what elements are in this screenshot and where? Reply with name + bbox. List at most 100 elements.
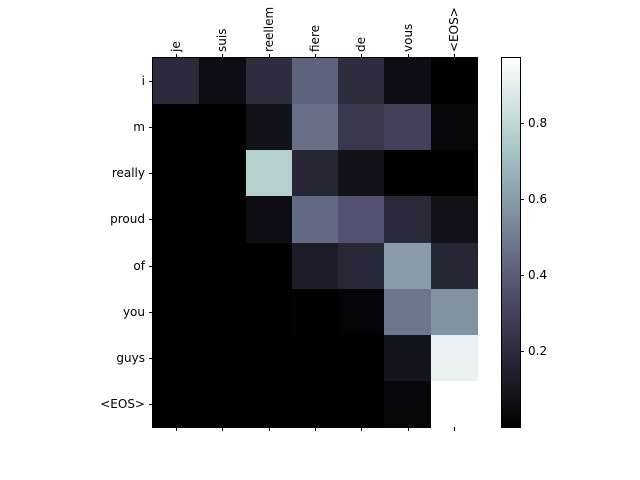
heatmap-cell — [430, 288, 478, 336]
heatmap-cell — [291, 380, 339, 428]
y-tick-mark — [149, 127, 153, 128]
x-tick-mark — [361, 427, 362, 431]
y-tick-label: i — [141, 74, 145, 88]
y-tick-mark — [149, 219, 153, 220]
heatmap-cell — [338, 58, 386, 105]
heatmap-cell — [153, 196, 200, 244]
heatmap-cell — [384, 242, 432, 290]
colorbar-tick-label: 0.6 — [528, 192, 548, 206]
x-tick-mark — [454, 427, 455, 431]
heatmap-cell — [430, 58, 478, 105]
colorbar-tick-label: 0.4 — [528, 268, 548, 282]
heatmap-cell — [245, 58, 293, 105]
heatmap-cell — [384, 58, 432, 105]
heatmap-cell — [245, 380, 293, 428]
colorbar-tick-label: 0.2 — [528, 344, 548, 358]
x-tick-label: suis — [215, 28, 230, 52]
heatmap-cell — [199, 104, 247, 152]
heatmap-cell — [245, 288, 293, 336]
heatmap-cell — [245, 104, 293, 152]
heatmap-cell — [199, 380, 247, 428]
y-tick-mark — [149, 358, 153, 359]
x-tick-mark — [269, 427, 270, 431]
heatmap-cell — [291, 334, 339, 382]
colorbar-tick-mark — [520, 123, 524, 124]
heatmap-cell — [430, 150, 478, 198]
x-tick-mark — [269, 54, 270, 58]
y-tick-label: really — [111, 166, 145, 180]
heatmap-cell — [338, 380, 386, 428]
heatmap-cell — [245, 334, 293, 382]
heatmap-cell — [430, 380, 478, 428]
x-tick-mark — [176, 427, 177, 431]
heatmap-cell — [338, 334, 386, 382]
heatmap-cell — [291, 150, 339, 198]
y-tick-label: of — [133, 259, 145, 273]
y-tick-mark — [149, 173, 153, 174]
heatmap-cell — [291, 196, 339, 244]
y-tick-label: <EOS> — [100, 397, 145, 411]
x-tick-mark — [454, 54, 455, 58]
heatmap-cell — [384, 196, 432, 244]
heatmap-cell — [153, 380, 200, 428]
heatmap-cell — [384, 104, 432, 152]
heatmap-cell — [153, 334, 200, 382]
heatmap-cell — [338, 288, 386, 336]
y-tick-mark — [149, 312, 153, 313]
colorbar — [501, 57, 521, 428]
heatmap-cell — [430, 104, 478, 152]
x-tick-mark — [176, 54, 177, 58]
heatmap-cell — [384, 334, 432, 382]
x-tick-mark — [315, 54, 316, 58]
heatmap-cell — [245, 150, 293, 198]
y-tick-mark — [149, 266, 153, 267]
y-tick-label: guys — [116, 351, 145, 365]
x-tick-mark — [222, 427, 223, 431]
heatmap-cell — [291, 58, 339, 105]
x-tick-label: vous — [400, 23, 415, 52]
colorbar-tick-mark — [520, 275, 524, 276]
heatmap-cell — [199, 58, 247, 105]
y-tick-label: you — [122, 305, 145, 319]
x-tick-mark — [408, 54, 409, 58]
heatmap-cell — [384, 150, 432, 198]
heatmap-cell — [199, 196, 247, 244]
x-tick-label: <EOS> — [446, 7, 461, 52]
heatmap-cell — [245, 242, 293, 290]
heatmap-cell — [338, 242, 386, 290]
heatmap-cell — [338, 150, 386, 198]
x-tick-mark — [361, 54, 362, 58]
colorbar-tick-mark — [520, 351, 524, 352]
heatmap-cell — [153, 242, 200, 290]
heatmap-cell — [199, 150, 247, 198]
heatmap-cell — [338, 104, 386, 152]
heatmap-cell — [291, 242, 339, 290]
x-tick-label: fiere — [308, 25, 322, 52]
y-tick-label: proud — [110, 212, 145, 226]
heatmap-cell — [199, 288, 247, 336]
heatmap-cell — [245, 196, 293, 244]
heatmap-cell — [430, 334, 478, 382]
y-tick-mark — [149, 81, 153, 82]
x-tick-mark — [408, 427, 409, 431]
heatmap-cell — [384, 288, 432, 336]
heatmap-cell — [199, 334, 247, 382]
colorbar-tick-label: 0.8 — [528, 116, 548, 130]
heatmap-cell — [153, 150, 200, 198]
x-tick-label: reellem — [261, 6, 276, 52]
y-tick-label: m — [133, 120, 145, 134]
heatmap-cell — [153, 104, 200, 152]
heatmap-cell — [430, 242, 478, 290]
heatmap-cell — [153, 288, 200, 336]
heatmap-cell — [291, 288, 339, 336]
heatmap-cell — [153, 58, 200, 105]
heatmap-cell — [338, 196, 386, 244]
heatmap-cell — [291, 104, 339, 152]
x-tick-mark — [222, 54, 223, 58]
x-tick-mark — [315, 427, 316, 431]
heatmap-cell — [430, 196, 478, 244]
x-tick-label: je — [169, 41, 184, 52]
colorbar-tick-mark — [520, 199, 524, 200]
y-tick-mark — [149, 404, 153, 405]
attention-heatmap — [152, 57, 478, 428]
